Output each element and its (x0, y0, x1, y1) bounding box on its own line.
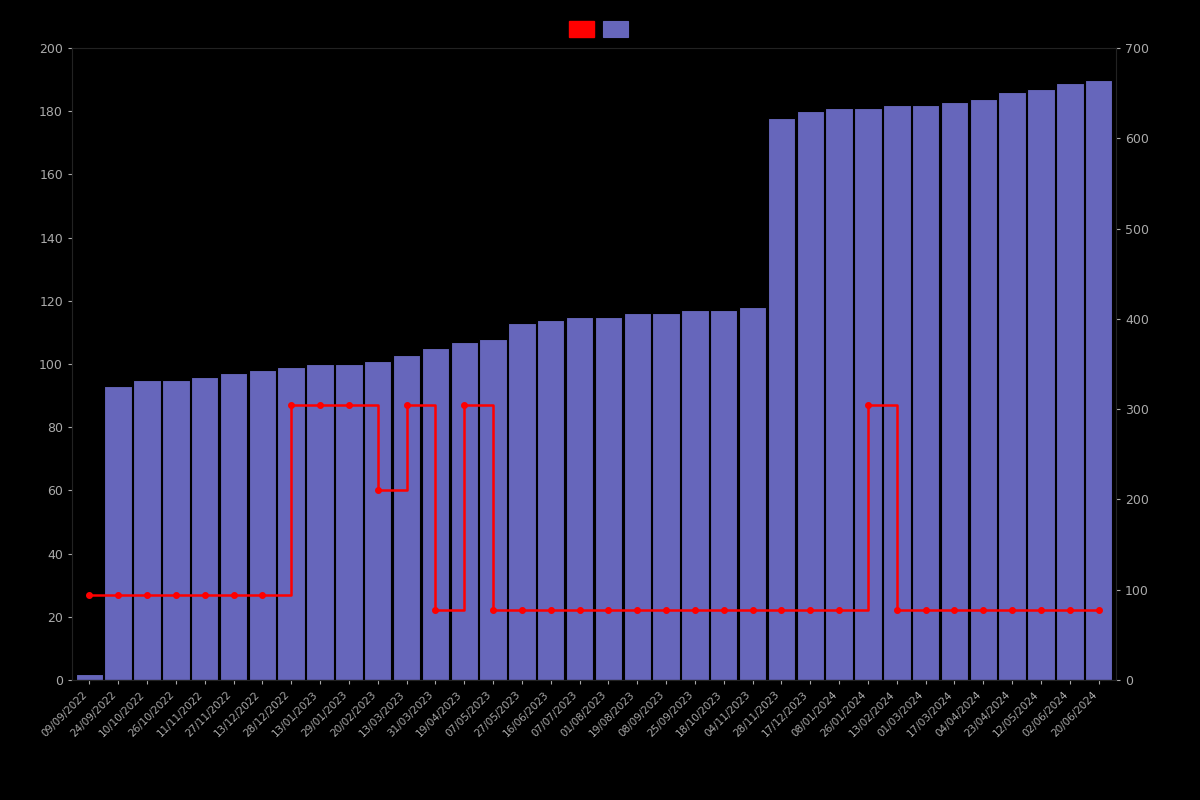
Bar (248, 370, 276, 680)
Bar (1085, 80, 1112, 680)
Bar (538, 320, 564, 680)
Bar (191, 377, 218, 680)
Bar (509, 323, 535, 680)
Bar (421, 348, 449, 680)
Bar (768, 118, 796, 680)
Bar (76, 674, 103, 680)
Bar (739, 307, 767, 680)
Bar (912, 105, 940, 680)
Bar (710, 310, 738, 680)
Bar (653, 314, 679, 680)
Bar (306, 364, 334, 680)
Bar (883, 105, 911, 680)
Bar (220, 374, 247, 680)
Legend: , : , (563, 15, 637, 42)
Bar (970, 98, 997, 680)
Bar (797, 111, 824, 680)
Bar (162, 380, 190, 680)
Bar (854, 108, 882, 680)
Bar (998, 92, 1026, 680)
Bar (1056, 82, 1084, 680)
Bar (595, 317, 622, 680)
Bar (624, 314, 650, 680)
Bar (364, 361, 391, 680)
Bar (133, 380, 161, 680)
Bar (450, 342, 478, 680)
Bar (1027, 89, 1055, 680)
Bar (479, 338, 506, 680)
Bar (277, 367, 305, 680)
Bar (826, 108, 853, 680)
Bar (104, 386, 132, 680)
Bar (335, 364, 362, 680)
Bar (392, 354, 420, 680)
Bar (566, 317, 593, 680)
Bar (941, 102, 968, 680)
Bar (682, 310, 709, 680)
